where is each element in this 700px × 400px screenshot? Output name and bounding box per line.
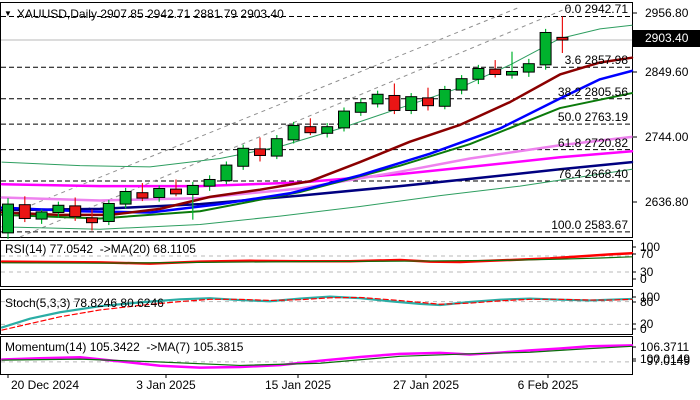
candle-body: [153, 187, 166, 198]
candle-body: [203, 178, 216, 187]
envelope-lower-line: [1, 168, 633, 230]
candle-body: [186, 184, 199, 195]
candle-body: [455, 78, 468, 91]
stochastic-indicator-label: Stoch(5,3,3) 78.8246 80.6246: [5, 296, 164, 310]
candle-body: [338, 110, 350, 129]
candle-body: [170, 188, 182, 195]
candle-body: [506, 70, 518, 76]
candle-body: [254, 148, 266, 156]
stoch-d: [1, 296, 633, 331]
candle-body: [472, 67, 485, 80]
candle-body: [354, 102, 367, 113]
candle-body: [136, 192, 149, 199]
candle-body: [539, 31, 552, 66]
candle-body: [52, 204, 65, 213]
momentum-indicator-label: Momentum(14) 105.3422 ->MA(7) 105.3815: [5, 340, 244, 354]
momentum-panel-frame: [0, 336, 633, 375]
candle-body: [388, 94, 401, 111]
candle-body: [237, 147, 250, 167]
ma-darkred-line: [0, 56, 634, 217]
candle-body: [556, 36, 569, 41]
candle-body: [2, 203, 14, 234]
candle-body: [287, 124, 300, 141]
candle-body: [321, 126, 334, 134]
ma-violet-line: [0, 135, 634, 202]
rsi-indicator-label: RSI(14) 77.0542 ->MA(20) 68.1105: [5, 242, 196, 256]
current-price-box: 2903.40: [633, 30, 700, 47]
candle-body: [35, 211, 48, 220]
candle-body: [270, 138, 283, 157]
momentum-ma: [1, 345, 633, 367]
candle-body: [18, 204, 31, 219]
candle-body: [438, 88, 451, 107]
rsi-ma: [1, 256, 633, 264]
candle-body: [422, 97, 434, 107]
candle-body: [86, 217, 98, 224]
candle-body: [69, 205, 82, 218]
ma-navy-line: [0, 160, 634, 212]
channel-line: [1, 6, 521, 218]
channel-line: [19, 6, 571, 238]
main-panel-frame: [0, 2, 633, 238]
candle-body: [489, 68, 502, 75]
candle-body: [522, 63, 535, 73]
candle-body: [371, 93, 384, 105]
candle-body: [102, 202, 115, 222]
chart-title: XAUUSD,Daily 2907.85 2942.71 2881.79 290…: [16, 7, 284, 21]
candle-body: [405, 96, 418, 111]
candle-body: [304, 126, 317, 134]
candle-body: [220, 164, 233, 182]
symbol-dropdown-icon[interactable]: ▼: [4, 9, 12, 18]
candle-body: [119, 190, 132, 205]
chart-title-bar: ▼ XAUUSD,Daily 2907.85 2942.71 2881.79 2…: [4, 7, 284, 21]
